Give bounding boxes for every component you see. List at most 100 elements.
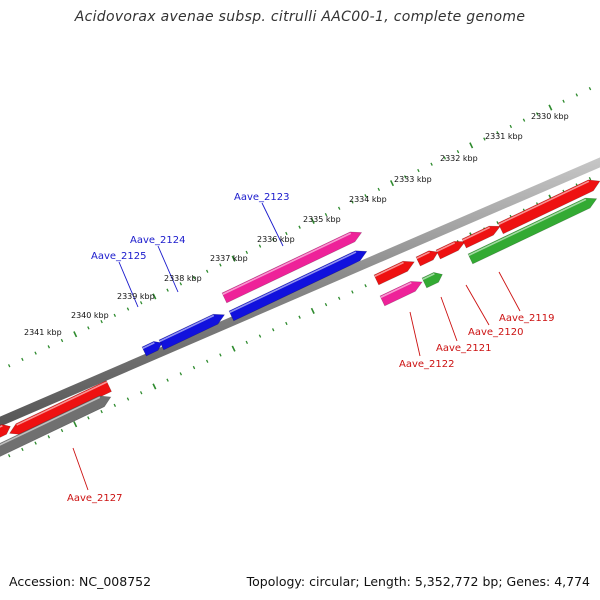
leader-lines	[72, 202, 521, 491]
gene-red-a	[373, 260, 415, 286]
gene-highlight	[468, 198, 587, 257]
upper-tick	[548, 104, 553, 111]
gene-red-d	[461, 225, 501, 249]
upper-tick	[47, 345, 51, 349]
lower-tick	[364, 284, 367, 288]
gene-red-left	[0, 424, 11, 438]
upper-tick	[562, 99, 565, 103]
leader-line-aave2120	[465, 284, 490, 326]
gene-small-blue	[141, 341, 163, 357]
upper-tick	[73, 331, 78, 338]
leader-line-aave2125	[118, 261, 139, 308]
lower-tick	[351, 290, 354, 294]
upper-tick	[364, 194, 367, 198]
lower-tick	[152, 383, 157, 390]
lower-tick	[588, 177, 592, 181]
topology-text: Topology: circular; Length: 5,352,772 bp…	[246, 574, 590, 589]
upper-tick	[443, 156, 447, 160]
gene-highlight	[374, 261, 404, 278]
kbp-label: 2333 kbp	[394, 175, 432, 184]
lower-tick	[285, 321, 288, 326]
leader-line-aave2119	[498, 271, 521, 312]
lower-tick	[192, 365, 196, 370]
lower-tick	[271, 328, 275, 332]
labels-layer: 2330 kbp 2331 kbp 2332 kbp 2333 kbp 2334 kbp…	[24, 112, 569, 504]
lower-tick	[7, 454, 11, 458]
upper-tick	[205, 269, 209, 273]
accession-text: Accession: NC_008752	[9, 574, 152, 589]
lower-tick	[126, 397, 130, 401]
upper-tick	[389, 180, 395, 187]
gene-aave2123	[221, 231, 363, 304]
map-title: Acidovorax avenae subsp. citrulli AAC00-…	[74, 9, 526, 25]
lower-tick	[310, 307, 315, 314]
lower-tick	[60, 428, 64, 433]
gene-label-aave2120: Aave_2120	[468, 327, 524, 338]
upper-tick	[231, 255, 236, 262]
upper-tick	[100, 319, 103, 324]
lower-tick	[298, 315, 301, 319]
kbp-label: 2335 kbp	[303, 215, 341, 224]
upper-tick	[522, 118, 526, 122]
upper-tick	[298, 225, 301, 229]
upper-tick	[509, 124, 513, 129]
upper-tick	[271, 238, 275, 242]
leader-line-aave2124	[157, 245, 179, 293]
gene-label-aave2122: Aave_2122	[399, 359, 455, 370]
gene-label-aave2119: Aave_2119	[499, 313, 555, 324]
upper-tick	[575, 93, 579, 97]
gene-highlight	[436, 242, 456, 253]
gene-label-aave2123: Aave_2123	[234, 192, 290, 203]
lower-tick	[179, 372, 183, 376]
gene-aave2125	[158, 313, 226, 351]
gene-aave2127	[0, 395, 112, 457]
gene-highlight	[416, 251, 430, 260]
kbp-label: 2337 kbp	[210, 254, 248, 263]
lower-tick	[496, 221, 499, 225]
lower-tick	[205, 359, 209, 363]
lower-tick	[34, 441, 37, 445]
gene-highlight	[422, 273, 435, 281]
gene-highlight	[0, 425, 3, 428]
kbp-label: 2340 kbp	[71, 311, 109, 320]
gene-label-aave2125: Aave_2125	[91, 251, 147, 262]
upper-tick	[152, 293, 157, 300]
kbp-label: 2334 kbp	[349, 195, 387, 204]
upper-tick	[324, 212, 328, 217]
upper-tick	[351, 200, 354, 204]
leader-line-aave2127	[72, 447, 89, 491]
lower-tick	[219, 353, 222, 357]
kbp-label: 2338 kbp	[164, 274, 202, 283]
upper-tick	[87, 326, 90, 330]
upper-tick	[139, 301, 143, 305]
kbp-label: 2339 kbp	[117, 292, 155, 301]
lower-tick	[258, 334, 262, 338]
gene-label-aave2121: Aave_2121	[436, 343, 492, 354]
lower-tick	[73, 421, 78, 428]
gene-highlight	[229, 251, 357, 314]
lower-tick	[337, 296, 341, 300]
gene-highlight	[0, 396, 101, 446]
upper-tick	[126, 307, 130, 311]
upper-tick	[337, 206, 341, 210]
upper-tick	[403, 175, 407, 179]
lower-tick	[21, 447, 24, 452]
gene-highlight	[16, 381, 108, 426]
lower-tick	[166, 378, 169, 382]
gene-label-aave2127: Aave_2127	[67, 493, 123, 504]
gene-highlight	[142, 342, 155, 350]
upper-tick	[430, 162, 433, 166]
upper-tick	[113, 313, 117, 317]
upper-tick	[285, 231, 288, 236]
upper-tick	[60, 338, 64, 343]
lower-tick	[100, 409, 103, 414]
gene-highlight	[159, 314, 215, 343]
kbp-label: 2336 kbp	[257, 235, 295, 244]
gene-red-b	[415, 250, 439, 267]
upper-tick	[21, 357, 24, 362]
lower-tick	[324, 302, 328, 307]
gene-highlight	[380, 281, 412, 299]
lower-tick	[231, 345, 236, 352]
upper-tick	[245, 250, 249, 255]
